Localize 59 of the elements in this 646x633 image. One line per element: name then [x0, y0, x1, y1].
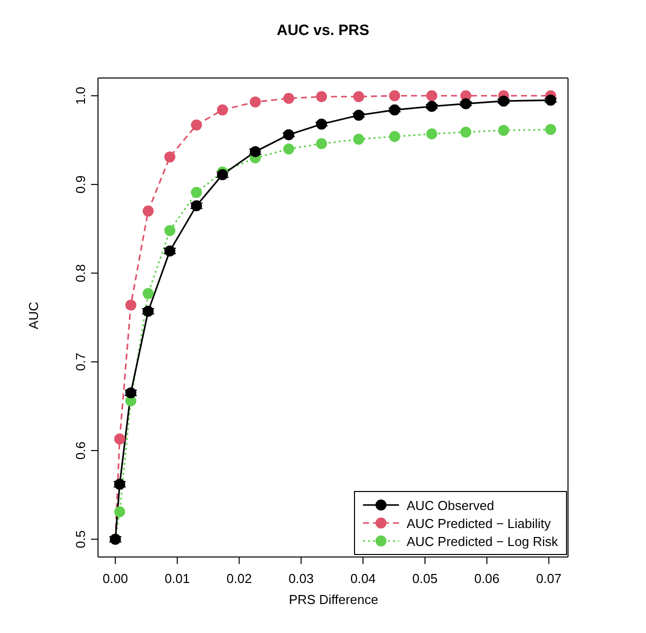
- point: [389, 131, 400, 142]
- y-axis-title: AUC: [26, 302, 42, 330]
- point: [164, 151, 176, 162]
- point: [316, 118, 328, 130]
- y-tick-label: 0.6: [73, 442, 88, 460]
- y-tick-label: 0.7: [73, 352, 88, 371]
- point: [114, 434, 126, 445]
- point: [316, 138, 328, 150]
- point: [426, 90, 438, 102]
- point: [142, 288, 154, 300]
- point: [164, 225, 176, 236]
- x-tick-label: 0.05: [412, 571, 438, 586]
- x-axis-title: PRS Difference: [288, 592, 380, 607]
- point: [216, 169, 228, 180]
- point: [389, 90, 400, 102]
- point: [250, 146, 261, 158]
- point: [498, 124, 510, 136]
- point: [353, 91, 364, 102]
- point: [460, 126, 472, 138]
- y-tick-label: 0.9: [73, 175, 88, 194]
- point: [142, 306, 154, 317]
- point: [545, 124, 556, 135]
- point: [250, 96, 261, 108]
- point: [142, 206, 154, 217]
- y-tick-label: 0.5: [73, 530, 88, 548]
- legend-label: AUC Predicted − Liability: [406, 516, 551, 530]
- x-tick-label: 0.07: [536, 571, 562, 586]
- point: [283, 92, 294, 104]
- point: [353, 110, 364, 121]
- point: [316, 91, 328, 102]
- point: [460, 98, 472, 110]
- x-tick-label: 0.03: [288, 571, 314, 586]
- point: [114, 478, 126, 490]
- x-tick-label: 0.02: [226, 571, 252, 586]
- point: [190, 120, 202, 131]
- point: [190, 200, 202, 212]
- point: [114, 506, 126, 518]
- point: [125, 387, 136, 398]
- point: [389, 104, 400, 116]
- y-tick-label: 1.0: [73, 86, 88, 105]
- point: [283, 143, 294, 154]
- x-tick-label: 0.01: [164, 571, 190, 586]
- x-tick-label: 0.00: [102, 571, 128, 586]
- x-tick-label: 0.04: [350, 571, 376, 586]
- legend-label: AUC Predicted − Log Risk: [406, 534, 558, 548]
- point: [545, 94, 556, 106]
- point: [353, 134, 364, 145]
- y-tick-label: 0.8: [73, 264, 88, 282]
- point: [216, 104, 228, 116]
- point: [164, 245, 176, 256]
- point: [498, 96, 510, 107]
- point: [426, 100, 438, 112]
- point: [190, 186, 202, 198]
- point: [125, 300, 136, 311]
- legend-label: AUC Observed: [406, 498, 494, 512]
- point: [426, 128, 438, 140]
- point: [283, 129, 294, 140]
- chart-title: AUC vs. PRS: [276, 22, 370, 39]
- x-tick-label: 0.06: [474, 571, 500, 586]
